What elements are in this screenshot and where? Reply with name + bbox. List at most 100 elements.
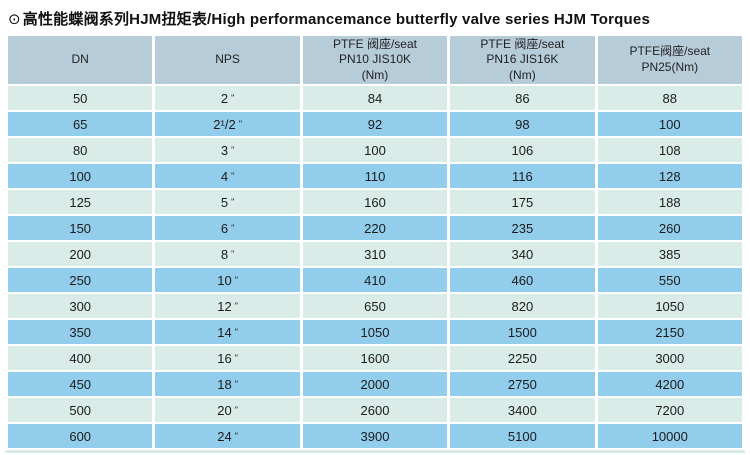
cell-pn16: 3400 <box>450 398 595 422</box>
cell-pn25: 1050 <box>597 294 742 318</box>
table-header: DN NPS PTFE 阀座/seat PN10 JIS10K (Nm) PTF… <box>8 36 742 84</box>
cell-pn25: 3000 <box>597 346 742 370</box>
inch-mark: " <box>234 430 238 441</box>
cell-dn: 50 <box>8 86 153 110</box>
cell-nps: 14 " <box>155 320 300 344</box>
cell-dn: 80 <box>8 138 153 162</box>
cell-pn16: 175 <box>450 190 595 214</box>
cell-nps: 10 " <box>155 268 300 292</box>
cell-pn16: 1500 <box>450 320 595 344</box>
column-header-nps: NPS <box>155 36 300 84</box>
inch-mark: " <box>234 352 238 363</box>
cell-pn10: 2600 <box>302 398 448 422</box>
table-row: 125 5 " 160 175 188 <box>8 190 742 214</box>
table-row: 250 10 " 410 460 550 <box>8 268 742 292</box>
cell-pn25: 100 <box>597 112 742 136</box>
cell-pn16: 235 <box>450 216 595 240</box>
cell-nps: 6 " <box>155 216 300 240</box>
inch-mark: " <box>231 196 235 207</box>
cell-pn10: 3900 <box>302 424 448 448</box>
cell-pn10: 92 <box>302 112 448 136</box>
column-header-pn16: PTFE 阀座/seat PN16 JIS16K (Nm) <box>450 36 595 84</box>
cell-pn10: 310 <box>302 242 448 266</box>
page-title-text: 高性能蝶阀系列HJM扭矩表/High performancemance butt… <box>22 11 650 28</box>
cell-dn: 400 <box>8 346 153 370</box>
cell-dn: 100 <box>8 164 153 188</box>
cell-pn10: 650 <box>302 294 448 318</box>
cell-dn: 150 <box>8 216 153 240</box>
cell-nps: 24 " <box>155 424 300 448</box>
cell-dn: 350 <box>8 320 153 344</box>
inch-mark: " <box>234 378 238 389</box>
cell-pn25: 4200 <box>597 372 742 396</box>
table-row: 100 4 " 110 116 128 <box>8 164 742 188</box>
table-row: 50 2 " 84 86 88 <box>8 86 742 110</box>
cell-pn10: 1050 <box>302 320 448 344</box>
cell-dn: 65 <box>8 112 153 136</box>
inch-mark: " <box>238 118 242 129</box>
inch-mark: " <box>231 248 235 259</box>
cell-pn16: 820 <box>450 294 595 318</box>
cell-pn16: 86 <box>450 86 595 110</box>
table-row: 65 2¹/2 " 92 98 100 <box>8 112 742 136</box>
cell-dn: 450 <box>8 372 153 396</box>
cell-pn10: 1600 <box>302 346 448 370</box>
cell-dn: 125 <box>8 190 153 214</box>
cell-pn25: 7200 <box>597 398 742 422</box>
header-line: (Nm) <box>509 67 536 82</box>
page-title: ⊙ 高性能蝶阀系列HJM扭矩表/High performancemance but… <box>0 0 750 34</box>
cell-dn: 500 <box>8 398 153 422</box>
inch-mark: " <box>234 326 238 337</box>
cell-nps: 16 " <box>155 346 300 370</box>
header-line: DN <box>71 52 89 67</box>
header-line: PTFE阀座/seat <box>629 44 711 59</box>
cell-dn: 200 <box>8 242 153 266</box>
cell-pn10: 410 <box>302 268 448 292</box>
cell-pn25: 188 <box>597 190 742 214</box>
cell-nps: 20 " <box>155 398 300 422</box>
column-header-dn: DN <box>8 36 153 84</box>
cell-pn25: 260 <box>597 216 742 240</box>
table-row: 150 6 " 220 235 260 <box>8 216 742 240</box>
cell-nps: 3 " <box>155 138 300 162</box>
table-row: 450 18 " 2000 2750 4200 <box>8 372 742 396</box>
table-row: 350 14 " 1050 1500 2150 <box>8 320 742 344</box>
table-bottom-edge <box>5 450 745 453</box>
cell-nps: 12 " <box>155 294 300 318</box>
cell-dn: 250 <box>8 268 153 292</box>
header-line: PTFE 阀座/seat <box>332 36 417 51</box>
column-header-pn25: PTFE阀座/seat PN25(Nm) <box>597 36 742 84</box>
cell-nps: 18 " <box>155 372 300 396</box>
column-header-pn10: PTFE 阀座/seat PN10 JIS10K (Nm) <box>302 36 448 84</box>
cell-pn16: 106 <box>450 138 595 162</box>
cell-pn16: 98 <box>450 112 595 136</box>
cell-nps: 5 " <box>155 190 300 214</box>
header-line: PN25(Nm) <box>641 60 699 74</box>
cell-pn10: 84 <box>302 86 448 110</box>
inch-mark: " <box>231 92 235 103</box>
cell-pn10: 100 <box>302 138 448 162</box>
cell-nps: 2 " <box>155 86 300 110</box>
cell-pn25: 108 <box>597 138 742 162</box>
cell-pn25: 10000 <box>597 424 742 448</box>
cell-nps: 4 " <box>155 164 300 188</box>
table-row: 500 20 " 2600 3400 7200 <box>8 398 742 422</box>
cell-pn25: 128 <box>597 164 742 188</box>
cell-pn16: 2750 <box>450 372 595 396</box>
cell-pn10: 160 <box>302 190 448 214</box>
cell-pn10: 2000 <box>302 372 448 396</box>
header-line: (Nm) <box>361 67 389 82</box>
cell-pn25: 2150 <box>597 320 742 344</box>
cell-pn25: 550 <box>597 268 742 292</box>
torque-table: DN NPS PTFE 阀座/seat PN10 JIS10K (Nm) PTF… <box>5 34 745 450</box>
header-line: NPS <box>215 52 240 67</box>
table-row: 300 12 " 650 820 1050 <box>8 294 742 318</box>
cell-pn16: 116 <box>450 164 595 188</box>
table-row: 400 16 " 1600 2250 3000 <box>8 346 742 370</box>
inch-mark: " <box>234 274 238 285</box>
table-row: 600 24 " 3900 5100 10000 <box>8 424 742 448</box>
header-row: DN NPS PTFE 阀座/seat PN10 JIS10K (Nm) PTF… <box>8 36 742 84</box>
title-bullet-icon: ⊙ <box>8 11 21 28</box>
inch-mark: " <box>231 170 235 181</box>
inch-mark: " <box>231 144 235 155</box>
